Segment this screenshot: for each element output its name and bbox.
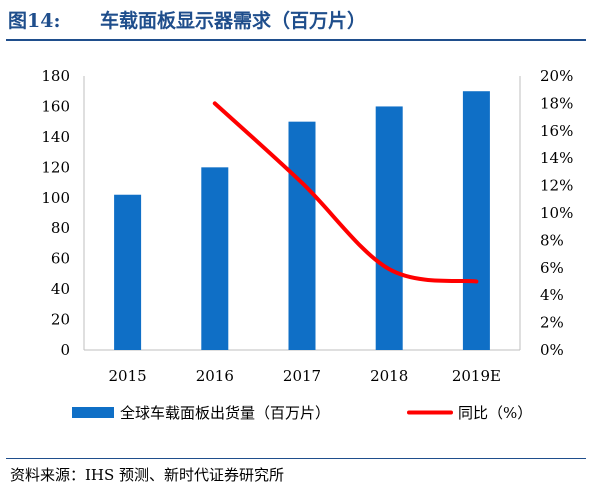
legend-bar-label: 全球车载面板出货量（百万片） xyxy=(120,404,330,422)
left-tick-label: 100 xyxy=(41,189,70,207)
left-tick-label: 160 xyxy=(41,97,70,115)
right-tick-label: 12% xyxy=(540,177,573,195)
left-tick-label: 120 xyxy=(41,158,70,176)
legend: 全球车载面板出货量（百万片） 同比（%） xyxy=(72,404,532,422)
right-tick-label: 14% xyxy=(540,149,573,167)
x-tick-label: 2016 xyxy=(196,367,234,385)
left-axis-ticks: 0 20 40 60 80 100 120 140 160 180 xyxy=(41,67,70,359)
left-tick-label: 180 xyxy=(41,67,70,85)
left-tick-label: 60 xyxy=(51,250,70,268)
right-tick-label: 20% xyxy=(540,67,573,85)
right-tick-label: 10% xyxy=(540,204,573,222)
legend-line-label: 同比（%） xyxy=(458,404,532,422)
left-tick-label: 80 xyxy=(51,219,70,237)
right-tick-label: 6% xyxy=(540,259,564,277)
bar xyxy=(462,91,490,350)
left-tick-label: 20 xyxy=(51,311,70,329)
yoy-line xyxy=(212,101,479,284)
left-tick-label: 140 xyxy=(41,128,70,146)
demand-chart: 0 20 40 60 80 100 120 140 160 180 0% 2% 4% 6% 8% 10% 12… xyxy=(41,67,573,422)
bar xyxy=(375,106,403,350)
figure-title: 车载面板显示器需求（百万片） xyxy=(100,10,367,32)
legend-bar-swatch xyxy=(72,407,114,418)
right-axis-ticks: 0% 2% 4% 6% 8% 10% 12% 14% 16% 18% 20% xyxy=(540,67,573,359)
left-tick-label: 0 xyxy=(60,341,70,359)
x-tick-label: 2015 xyxy=(109,367,147,385)
x-axis-ticks: 2015 2016 2017 2018 2019E xyxy=(109,367,501,385)
line-series xyxy=(212,101,479,284)
source-note: 资料来源：IHS 预测、新时代证券研究所 xyxy=(10,466,285,484)
bar xyxy=(201,167,229,350)
footer-rule xyxy=(6,458,586,459)
figure-header: 图14: 车载面板显示器需求（百万片） xyxy=(6,6,586,36)
right-tick-label: 4% xyxy=(540,286,564,304)
figure-label: 图14: xyxy=(8,10,61,32)
bar xyxy=(114,194,142,350)
right-tick-label: 0% xyxy=(540,341,564,359)
x-tick-label: 2018 xyxy=(370,367,408,385)
bar-series xyxy=(114,91,490,351)
right-tick-label: 8% xyxy=(540,231,564,249)
left-tick-label: 40 xyxy=(51,280,70,298)
x-tick-label: 2017 xyxy=(283,367,321,385)
bar xyxy=(288,121,316,351)
right-tick-label: 2% xyxy=(540,314,564,332)
x-tick-label: 2019E xyxy=(452,367,501,385)
right-tick-label: 18% xyxy=(540,94,573,112)
header-rule xyxy=(6,39,586,41)
right-tick-label: 16% xyxy=(540,122,573,140)
